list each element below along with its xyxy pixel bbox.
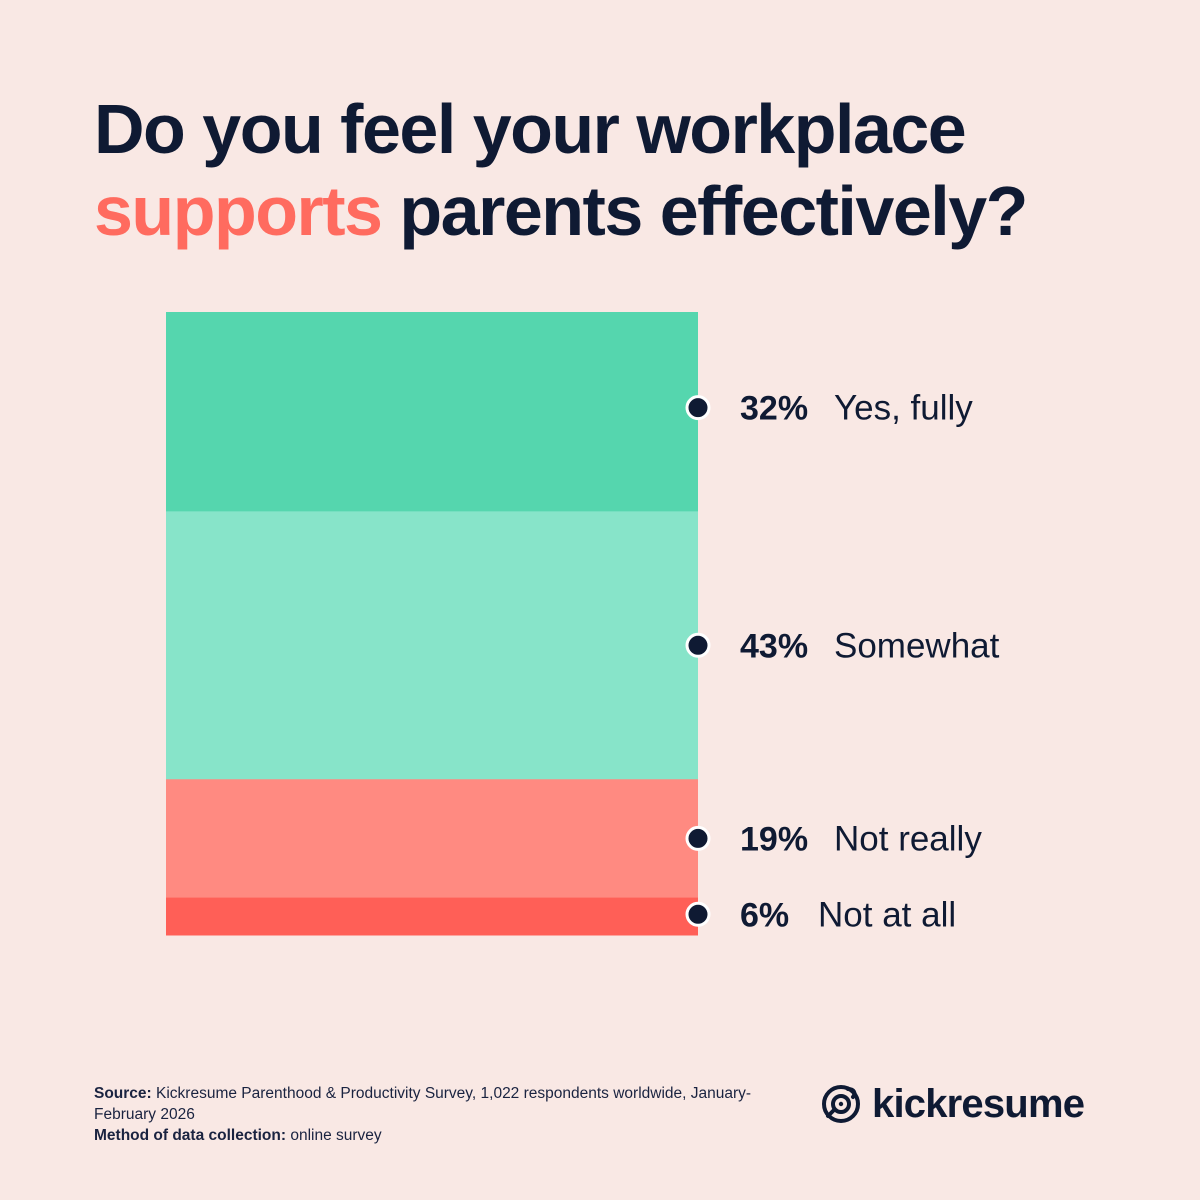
data-label: 6% — [740, 896, 789, 934]
category-label: Not really — [834, 819, 982, 858]
legend-marker — [685, 632, 711, 658]
method-text: online survey — [286, 1127, 382, 1144]
legend-marker — [685, 825, 711, 851]
method-label: Method of data collection: — [94, 1127, 287, 1144]
method-note: Method of data collection: online survey — [94, 1125, 774, 1146]
bar-segment — [166, 897, 698, 936]
category-label: Not at all — [818, 895, 956, 934]
legend-marker — [685, 901, 711, 927]
chart-title: Do you feel your workplace supports pare… — [94, 88, 1154, 252]
title-line-1: Do you feel your workplace — [94, 90, 967, 168]
data-label: 19% — [740, 820, 808, 858]
source-footer: Source: Kickresume Parenthood & Producti… — [94, 1083, 774, 1146]
brand-logo: kickresume — [820, 1078, 1085, 1130]
title-line-2: parents effectively? — [381, 172, 1028, 250]
bar-segment — [166, 511, 698, 780]
data-label: 43% — [740, 627, 808, 665]
data-label: 32% — [740, 390, 808, 428]
logo-text: kickresume — [872, 1081, 1085, 1126]
bar-segment — [166, 779, 698, 899]
source-label: Source: — [94, 1085, 152, 1102]
source-text: Kickresume Parenthood & Productivity Sur… — [94, 1085, 752, 1123]
category-label: Somewhat — [834, 626, 1000, 665]
bar-segment — [166, 312, 698, 512]
category-label: Yes, fully — [834, 389, 973, 428]
source-note: Source: Kickresume Parenthood & Producti… — [94, 1083, 774, 1125]
kickresume-logo-icon — [822, 1085, 860, 1123]
legend-marker — [685, 395, 711, 421]
title-highlight: supports — [94, 172, 383, 250]
